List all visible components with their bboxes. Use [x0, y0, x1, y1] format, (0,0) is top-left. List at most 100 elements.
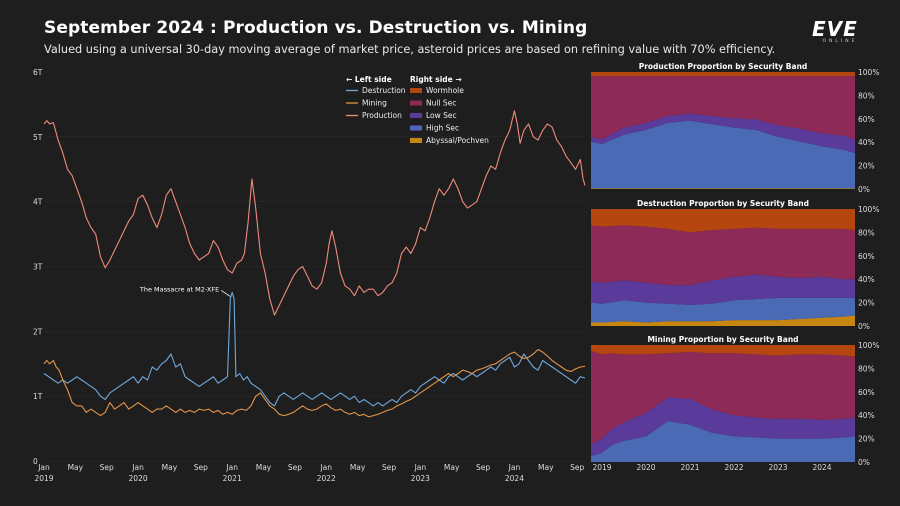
main-x-tick-label: Jan — [225, 463, 238, 472]
logo-sub-text: ONLINE — [822, 39, 858, 44]
main-x-tick-label: Jan — [319, 463, 332, 472]
main-x-tick-label: May — [538, 463, 554, 472]
area-low-sec — [591, 397, 855, 457]
main-x-tick-label: May — [162, 463, 178, 472]
proportion-y-tick-label: 60% — [858, 252, 875, 261]
series-line-production — [43, 110, 586, 316]
main-x-tick-label: Jan — [37, 463, 50, 472]
legend-left-items: Destruction Mining Production — [346, 86, 406, 120]
main-x-tick-label: Sep — [194, 463, 208, 472]
area-high-sec — [591, 297, 855, 323]
main-x-tick-label: May — [68, 463, 84, 472]
area-high-sec — [591, 120, 855, 189]
proportion-chart-1: Production Proportion by Security Band 0%… — [591, 62, 879, 194]
proportion-x-tick-label: 2023 — [768, 463, 787, 472]
proportion-y-tick-label: 80% — [858, 364, 875, 373]
proportion-y-tick-label: 40% — [858, 275, 875, 284]
proportion-y-tick-label: 60% — [858, 388, 875, 397]
main-x-tick-label: May — [256, 463, 272, 472]
main-y-tick-label: 2T — [33, 327, 43, 336]
legend-right-header: Right side → — [410, 75, 462, 84]
legend-label: Destruction — [362, 86, 406, 95]
main-x-tick-label: Jan — [508, 463, 521, 472]
main-x-tick-label: Sep — [570, 463, 584, 472]
area-wormhole — [591, 345, 855, 357]
proportion-y-tick-label: 20% — [858, 299, 875, 308]
chart-title: September 2024 : Production vs. Destruct… — [44, 18, 588, 38]
proportion-chart-title: Mining Proportion by Security Band — [647, 335, 798, 344]
area-high-sec — [591, 421, 855, 462]
proportion-y-tick-label: 80% — [858, 228, 875, 237]
area-wormhole — [591, 72, 855, 77]
area-low-sec — [591, 113, 855, 154]
area-abyssal-pochven — [591, 188, 855, 189]
legend-right-items: Wormhole Null Sec Low Sec High Sec Abyssal/P… — [410, 86, 489, 145]
proportion-y-tick-label: 100% — [858, 341, 879, 350]
proportion-x-tick-label: 2020 — [636, 463, 655, 472]
annotation-leader-line — [221, 290, 231, 297]
proportion-y-tick-label: 40% — [858, 138, 875, 147]
proportion-chart-2: Destruction Proportion by Security Band 0… — [591, 199, 879, 331]
main-x-tick-label: Jan — [414, 463, 427, 472]
proportion-y-tick-label: 40% — [858, 411, 875, 420]
main-x-tick-label: Sep — [288, 463, 302, 472]
main-x-year-label: 2019 — [34, 474, 53, 483]
main-x-tick-label: May — [444, 463, 460, 472]
legend-swatch-abyssal-pochven — [410, 138, 422, 143]
legend-label: Wormhole — [426, 86, 464, 95]
main-x-year-label: 2024 — [505, 474, 524, 483]
main-y-tick-label: 0 — [33, 457, 38, 466]
chart-subtitle: Valued using a universal 30-day moving a… — [44, 43, 776, 56]
area-abyssal-pochven — [591, 315, 855, 326]
proportion-y-tick-label: 20% — [858, 162, 875, 171]
series-line-mining — [43, 348, 586, 418]
series-line-destruction — [43, 291, 586, 407]
area-low-sec — [591, 274, 855, 305]
legend-left-header: ← Left side — [346, 75, 392, 84]
proportion-y-tick-label: 20% — [858, 435, 875, 444]
proportion-y-tick-label: 100% — [858, 68, 879, 77]
main-y-tick-label: 4T — [33, 198, 43, 207]
main-y-tick-label: 3T — [33, 263, 43, 272]
proportion-x-tick-label: 2019 — [592, 463, 611, 472]
main-y-axis: 0 1T 2T 3T 4T 5T 6T — [33, 68, 43, 466]
proportion-y-tick-label: 0% — [858, 322, 870, 331]
main-grid — [44, 71, 585, 462]
proportion-x-tick-label: 2024 — [812, 463, 831, 472]
legend-swatch-wormhole — [410, 88, 422, 93]
legend-label: Production — [362, 111, 402, 120]
proportion-chart-3: Mining Proportion by Security Band 0% 20% 4… — [591, 335, 879, 472]
main-x-tick-label: May — [350, 463, 366, 472]
main-x-year-label: 2023 — [411, 474, 430, 483]
annotation: The Massacre at M2-XFE — [139, 285, 231, 297]
main-x-year-label: 2021 — [223, 474, 242, 483]
main-series — [43, 110, 586, 418]
legend-label: Low Sec — [426, 111, 457, 120]
proportion-y-tick-label: 80% — [858, 91, 875, 100]
legend-swatch-null-sec — [410, 100, 422, 106]
area-wormhole — [591, 209, 855, 233]
legend-label: Abyssal/Pochven — [426, 136, 489, 145]
proportion-y-tick-label: 0% — [858, 185, 870, 194]
main-x-year-label: 2020 — [129, 474, 148, 483]
main-x-axis: Jan 2019 May Sep Jan 2020 May Sep Jan 2021 May Sep J… — [34, 463, 584, 483]
legend: ← Left side Right side → Destruction Mini… — [346, 75, 489, 145]
main-y-tick-label: 6T — [33, 68, 43, 77]
main-x-tick-label: Sep — [100, 463, 114, 472]
main-x-tick-label: Sep — [382, 463, 396, 472]
main-x-tick-label: Jan — [131, 463, 144, 472]
legend-label: Null Sec — [426, 99, 456, 108]
legend-swatch-low-sec — [410, 113, 422, 118]
proportion-chart-title: Destruction Proportion by Security Band — [637, 199, 809, 208]
area-null-sec — [591, 350, 855, 445]
proportion-y-tick-label: 60% — [858, 115, 875, 124]
proportion-x-tick-label: 2022 — [724, 463, 743, 472]
logo-main-text: EVE — [812, 17, 858, 41]
annotation-text: The Massacre at M2-XFE — [139, 285, 219, 293]
legend-label: High Sec — [426, 124, 459, 133]
main-x-tick-label: Sep — [476, 463, 490, 472]
main-x-year-label: 2022 — [317, 474, 336, 483]
legend-label: Mining — [362, 99, 387, 108]
proportion-chart-title: Production Proportion by Security Band — [639, 62, 808, 71]
